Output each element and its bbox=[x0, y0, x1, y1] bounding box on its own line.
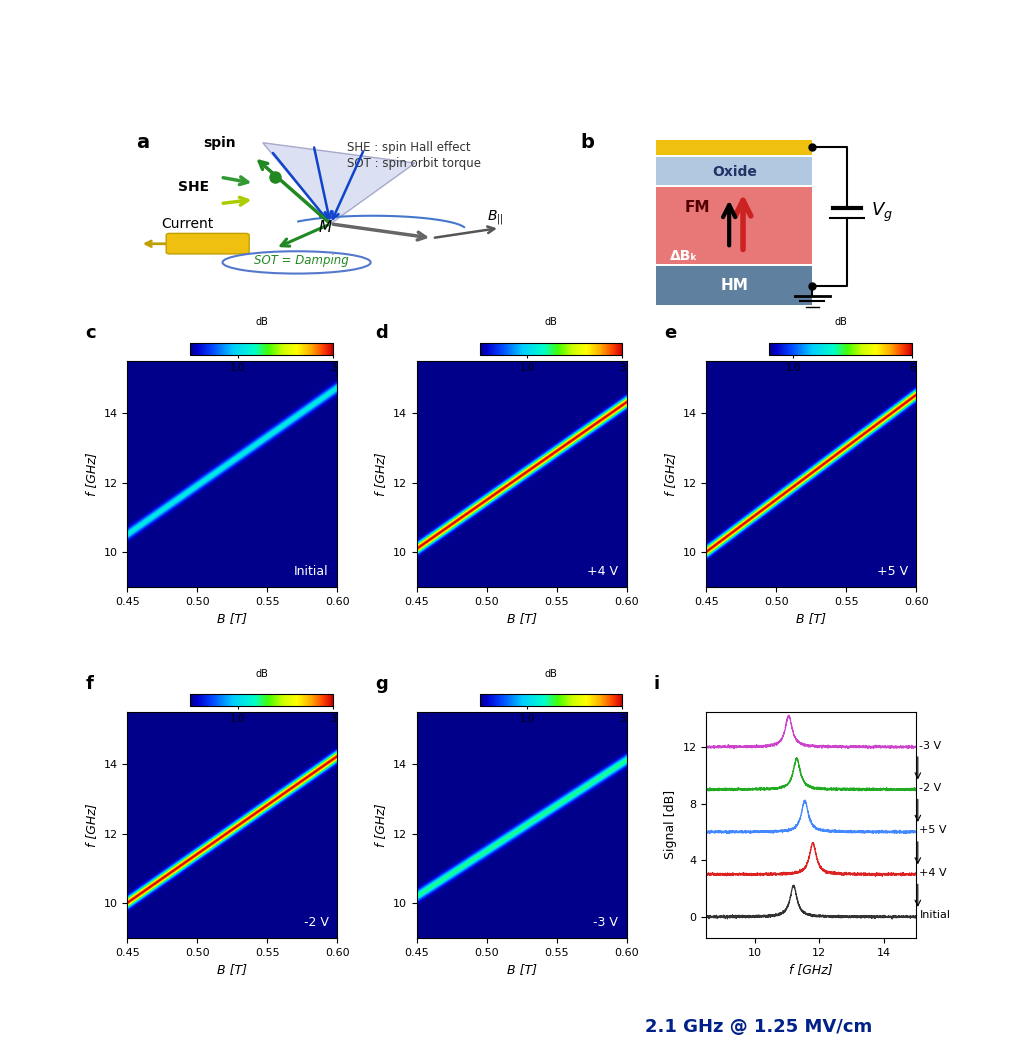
Text: Oxide: Oxide bbox=[712, 165, 756, 179]
Text: g: g bbox=[375, 676, 388, 694]
Text: Initial: Initial bbox=[294, 565, 329, 578]
Text: a: a bbox=[135, 133, 149, 152]
Text: dB: dB bbox=[256, 317, 268, 328]
Text: -2 V: -2 V bbox=[919, 783, 942, 793]
X-axis label: B [T]: B [T] bbox=[796, 612, 827, 625]
Text: $\mathit{B}_{||}$: $\mathit{B}_{||}$ bbox=[487, 208, 504, 227]
Text: +5 V: +5 V bbox=[919, 825, 947, 836]
Text: +5 V: +5 V bbox=[876, 565, 908, 578]
Text: SHE : spin Hall effect: SHE : spin Hall effect bbox=[347, 140, 471, 154]
Text: $V_g$: $V_g$ bbox=[871, 201, 893, 225]
Bar bbox=[657, 140, 812, 155]
Text: Current: Current bbox=[161, 217, 214, 231]
X-axis label: f [GHz]: f [GHz] bbox=[790, 963, 833, 976]
Text: b: b bbox=[580, 133, 595, 152]
Text: +4 V: +4 V bbox=[919, 867, 947, 878]
FancyBboxPatch shape bbox=[166, 233, 249, 254]
Text: i: i bbox=[654, 676, 660, 694]
Text: d: d bbox=[375, 325, 388, 343]
Text: dB: dB bbox=[545, 317, 558, 328]
Bar bbox=[657, 188, 812, 265]
Text: FM: FM bbox=[684, 200, 710, 215]
X-axis label: B [T]: B [T] bbox=[507, 612, 536, 625]
Y-axis label: f [GHz]: f [GHz] bbox=[84, 803, 98, 846]
Y-axis label: f [GHz]: f [GHz] bbox=[375, 452, 388, 495]
Bar bbox=[657, 267, 812, 305]
Text: f: f bbox=[86, 676, 94, 694]
Text: c: c bbox=[86, 325, 96, 343]
Y-axis label: f [GHz]: f [GHz] bbox=[664, 452, 677, 495]
Text: SHE: SHE bbox=[178, 180, 209, 194]
Text: dB: dB bbox=[545, 668, 558, 679]
Y-axis label: f [GHz]: f [GHz] bbox=[375, 803, 388, 846]
Y-axis label: Signal [dB]: Signal [dB] bbox=[664, 790, 677, 859]
Text: spin: spin bbox=[204, 136, 236, 150]
Text: 2.1 GHz @ 1.25 MV/cm: 2.1 GHz @ 1.25 MV/cm bbox=[644, 1017, 872, 1036]
Polygon shape bbox=[263, 142, 415, 223]
Text: -3 V: -3 V bbox=[919, 741, 942, 750]
Text: $\mathit{M}$: $\mathit{M}$ bbox=[318, 219, 333, 235]
X-axis label: B [T]: B [T] bbox=[217, 963, 247, 976]
Text: -2 V: -2 V bbox=[303, 916, 329, 929]
X-axis label: B [T]: B [T] bbox=[217, 612, 247, 625]
Text: HM: HM bbox=[721, 278, 748, 293]
Text: -3 V: -3 V bbox=[593, 916, 618, 929]
X-axis label: B [T]: B [T] bbox=[507, 963, 536, 976]
Text: +4 V: +4 V bbox=[587, 565, 618, 578]
Y-axis label: f [GHz]: f [GHz] bbox=[84, 452, 98, 495]
Text: Initial: Initial bbox=[919, 911, 951, 920]
Text: dB: dB bbox=[256, 668, 268, 679]
Text: ΔBₖ: ΔBₖ bbox=[670, 250, 698, 264]
Text: e: e bbox=[665, 325, 677, 343]
Bar bbox=[657, 157, 812, 186]
Text: SOT = Damping: SOT = Damping bbox=[254, 254, 349, 268]
Text: dB: dB bbox=[834, 317, 847, 328]
Text: SOT : spin orbit torque: SOT : spin orbit torque bbox=[347, 157, 482, 170]
